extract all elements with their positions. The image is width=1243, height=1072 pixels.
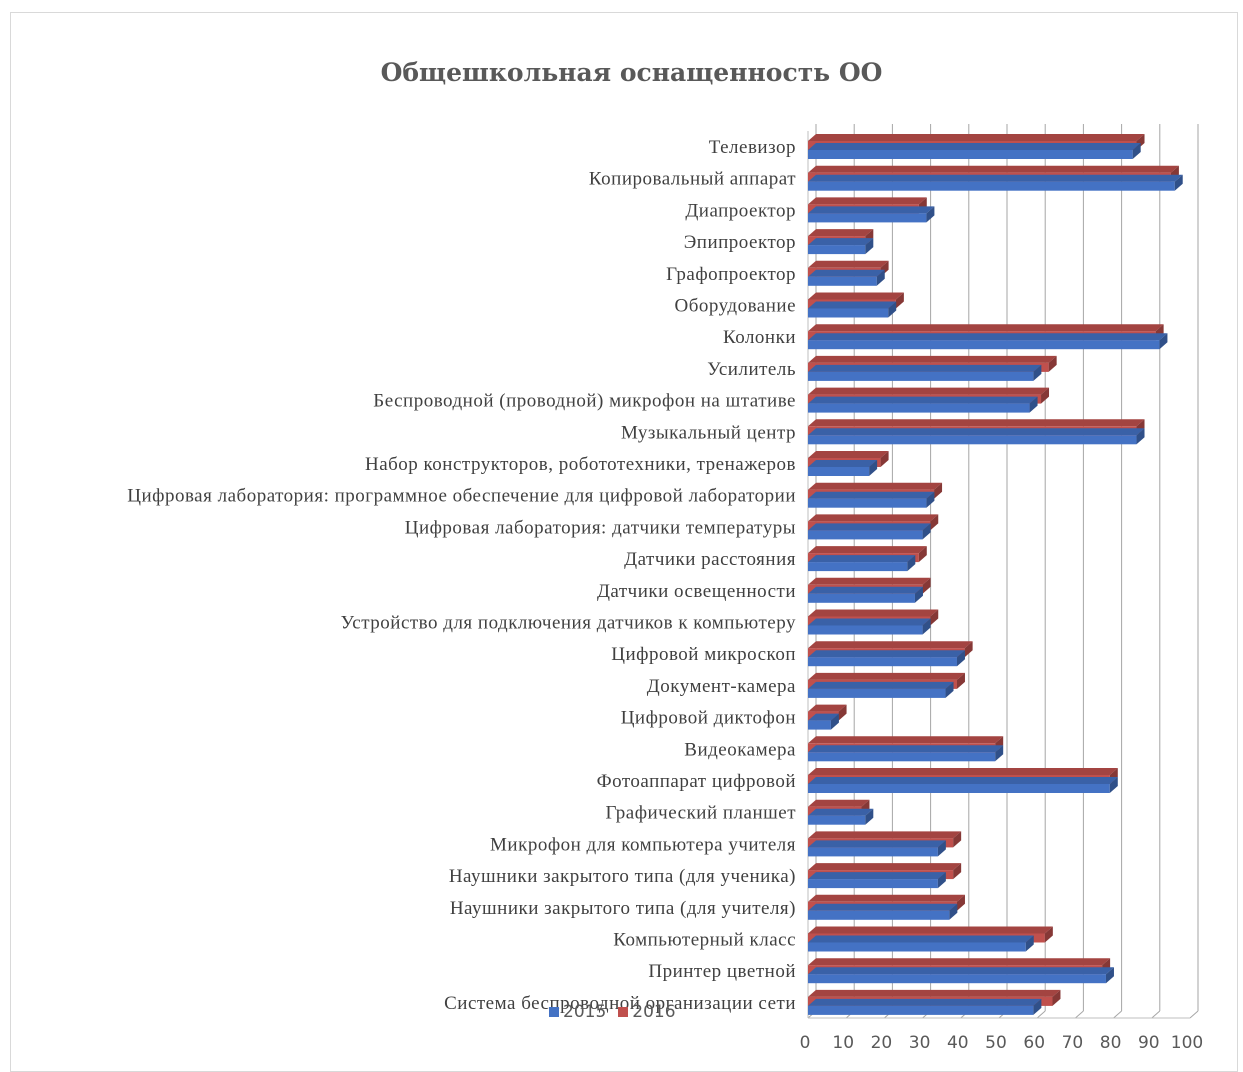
x-axis-ticks: 0 10 20 30 40 50 60 70 80 90 100 [800, 1033, 1204, 1053]
bar-2015-0 [808, 143, 1141, 159]
legend-item-2015: 2015 [549, 1002, 606, 1022]
gridline-floor [1114, 1011, 1122, 1018]
category-label: Эпипроектор [684, 232, 796, 253]
category-label: Цифровая лаборатория: программное обеспе… [127, 486, 796, 507]
category-label: Цифровой диктофон [621, 708, 796, 729]
bar-2015-11 [808, 492, 934, 508]
category-label: Компьютерный класс [613, 930, 796, 951]
category-labels: Телевизор Копировальный аппарат Диапроекто… [127, 137, 796, 1014]
category-label: Набор конструкторов, робототехники, трен… [365, 454, 796, 475]
legend-swatch-2016 [618, 1007, 628, 1017]
category-label: Устройство для подключения датчиков к ко… [341, 613, 796, 634]
bar-2015-20 [808, 777, 1118, 793]
bar-2015-1 [808, 175, 1183, 191]
bar-2015-10 [808, 460, 877, 476]
bar-2015-16 [808, 650, 965, 666]
category-label: Беспроводной (проводной) микрофон на шта… [373, 391, 796, 412]
bar-2015-15 [808, 619, 931, 635]
category-label: Видеокамера [684, 739, 796, 760]
category-label: Музыкальный центр [621, 422, 796, 443]
legend-item-2016: 2016 [618, 1002, 675, 1022]
legend-label-2015: 2015 [563, 1002, 606, 1022]
bar-2015-6 [808, 333, 1167, 349]
x-tick-label: 40 [947, 1033, 969, 1053]
gridline-floor [1190, 1011, 1198, 1018]
category-label: Цифровая лаборатория: датчики температур… [405, 517, 796, 538]
legend-label-2016: 2016 [632, 1002, 675, 1022]
category-label: Микрофон для компьютера учителя [490, 834, 796, 855]
category-label: Усилитель [707, 359, 796, 380]
category-label: Графопроектор [666, 264, 796, 285]
category-label: Цифровой микроскоп [611, 644, 796, 665]
bar-2015-14 [808, 587, 923, 603]
x-tick-label: 90 [1138, 1033, 1160, 1053]
x-tick-label: 20 [871, 1033, 893, 1053]
category-label: Оборудование [674, 296, 796, 317]
category-label: Наушники закрытого типа (для ученика) [449, 866, 796, 887]
x-tick-label: 80 [1100, 1033, 1122, 1053]
bar-2015-24 [808, 904, 957, 920]
category-label: Документ-камера [647, 676, 796, 697]
bar-2015-5 [808, 302, 896, 318]
bar-2015-3 [808, 238, 873, 254]
x-tick-label: 100 [1171, 1033, 1203, 1053]
x-tick-label: 0 [800, 1033, 811, 1053]
category-label: Графический планшет [605, 803, 796, 824]
category-label: Телевизор [709, 137, 796, 158]
x-tick-label: 10 [832, 1033, 854, 1053]
bar-2015-22 [808, 840, 946, 856]
category-label: Копировальный аппарат [589, 169, 796, 190]
bar-2015-21 [808, 809, 873, 825]
gridline-floor [1152, 1011, 1160, 1018]
bar-2015-7 [808, 365, 1041, 381]
legend: 2015 2016 [549, 1002, 682, 1022]
bars [808, 134, 1183, 1015]
bar-2015-26 [808, 967, 1114, 983]
bar-2015-13 [808, 555, 915, 571]
category-label: Датчики освещенности [597, 581, 796, 602]
category-label: Датчики расстояния [624, 549, 796, 570]
x-tick-label: 50 [985, 1033, 1007, 1053]
legend-swatch-2015 [549, 1007, 559, 1017]
x-tick-label: 30 [909, 1033, 931, 1053]
x-tick-label: 60 [1023, 1033, 1045, 1053]
bar-2015-4 [808, 270, 885, 286]
gridline-floor [1075, 1011, 1083, 1018]
category-label: Диапроектор [685, 200, 796, 221]
category-label: Фотоаппарат цифровой [597, 771, 796, 792]
category-label: Принтер цветной [648, 961, 796, 982]
gridline-floor [1037, 1011, 1045, 1018]
x-tick-label: 70 [1062, 1033, 1084, 1053]
bar-2015-25 [808, 936, 1034, 952]
category-label: Колонки [723, 327, 796, 348]
category-label: Наушники закрытого типа (для учителя) [450, 898, 796, 919]
bar-2015-19 [808, 745, 1003, 761]
bar-2015-9 [808, 428, 1145, 444]
bar-2015-23 [808, 872, 946, 888]
bar-2015-8 [808, 397, 1038, 413]
bar-2015-2 [808, 206, 934, 222]
bar-2015-27 [808, 999, 1041, 1015]
bar-2015-12 [808, 523, 931, 539]
bar-2015-17 [808, 682, 954, 698]
